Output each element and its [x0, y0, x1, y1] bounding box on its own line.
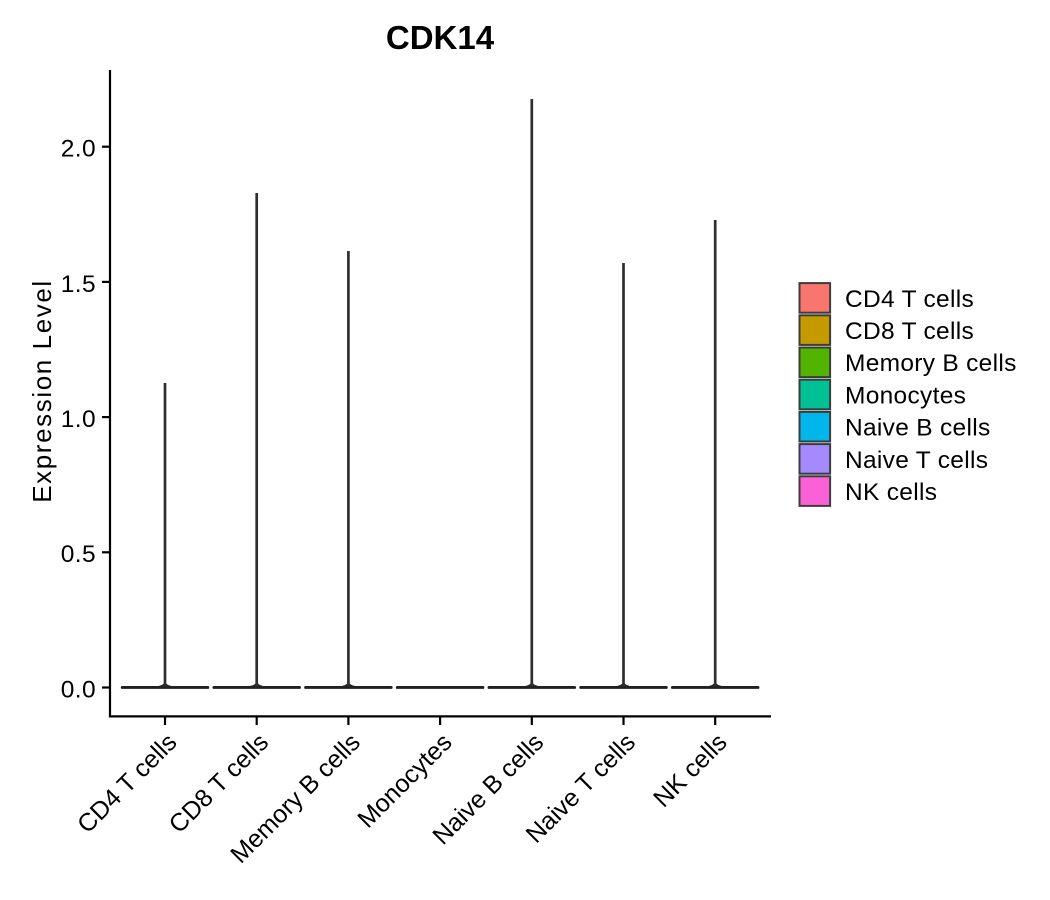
svg-text:CD4 T cells: CD4 T cells — [845, 286, 974, 313]
svg-text:Expression Level: Expression Level — [27, 279, 57, 503]
svg-text:NK cells: NK cells — [648, 728, 733, 813]
svg-text:Memory B cells: Memory B cells — [845, 350, 1017, 377]
svg-text:0.5: 0.5 — [61, 541, 96, 568]
svg-text:CDK14: CDK14 — [386, 19, 495, 56]
svg-text:1.5: 1.5 — [61, 271, 96, 298]
svg-text:NK cells: NK cells — [845, 479, 937, 506]
svg-text:1.0: 1.0 — [61, 406, 96, 433]
svg-text:0.0: 0.0 — [61, 676, 96, 703]
svg-text:2.0: 2.0 — [61, 136, 96, 163]
svg-text:Naive B cells: Naive B cells — [845, 415, 991, 442]
svg-text:Monocytes: Monocytes — [845, 382, 966, 409]
svg-text:CD8 T cells: CD8 T cells — [845, 318, 974, 345]
svg-text:Naive T cells: Naive T cells — [845, 447, 988, 474]
